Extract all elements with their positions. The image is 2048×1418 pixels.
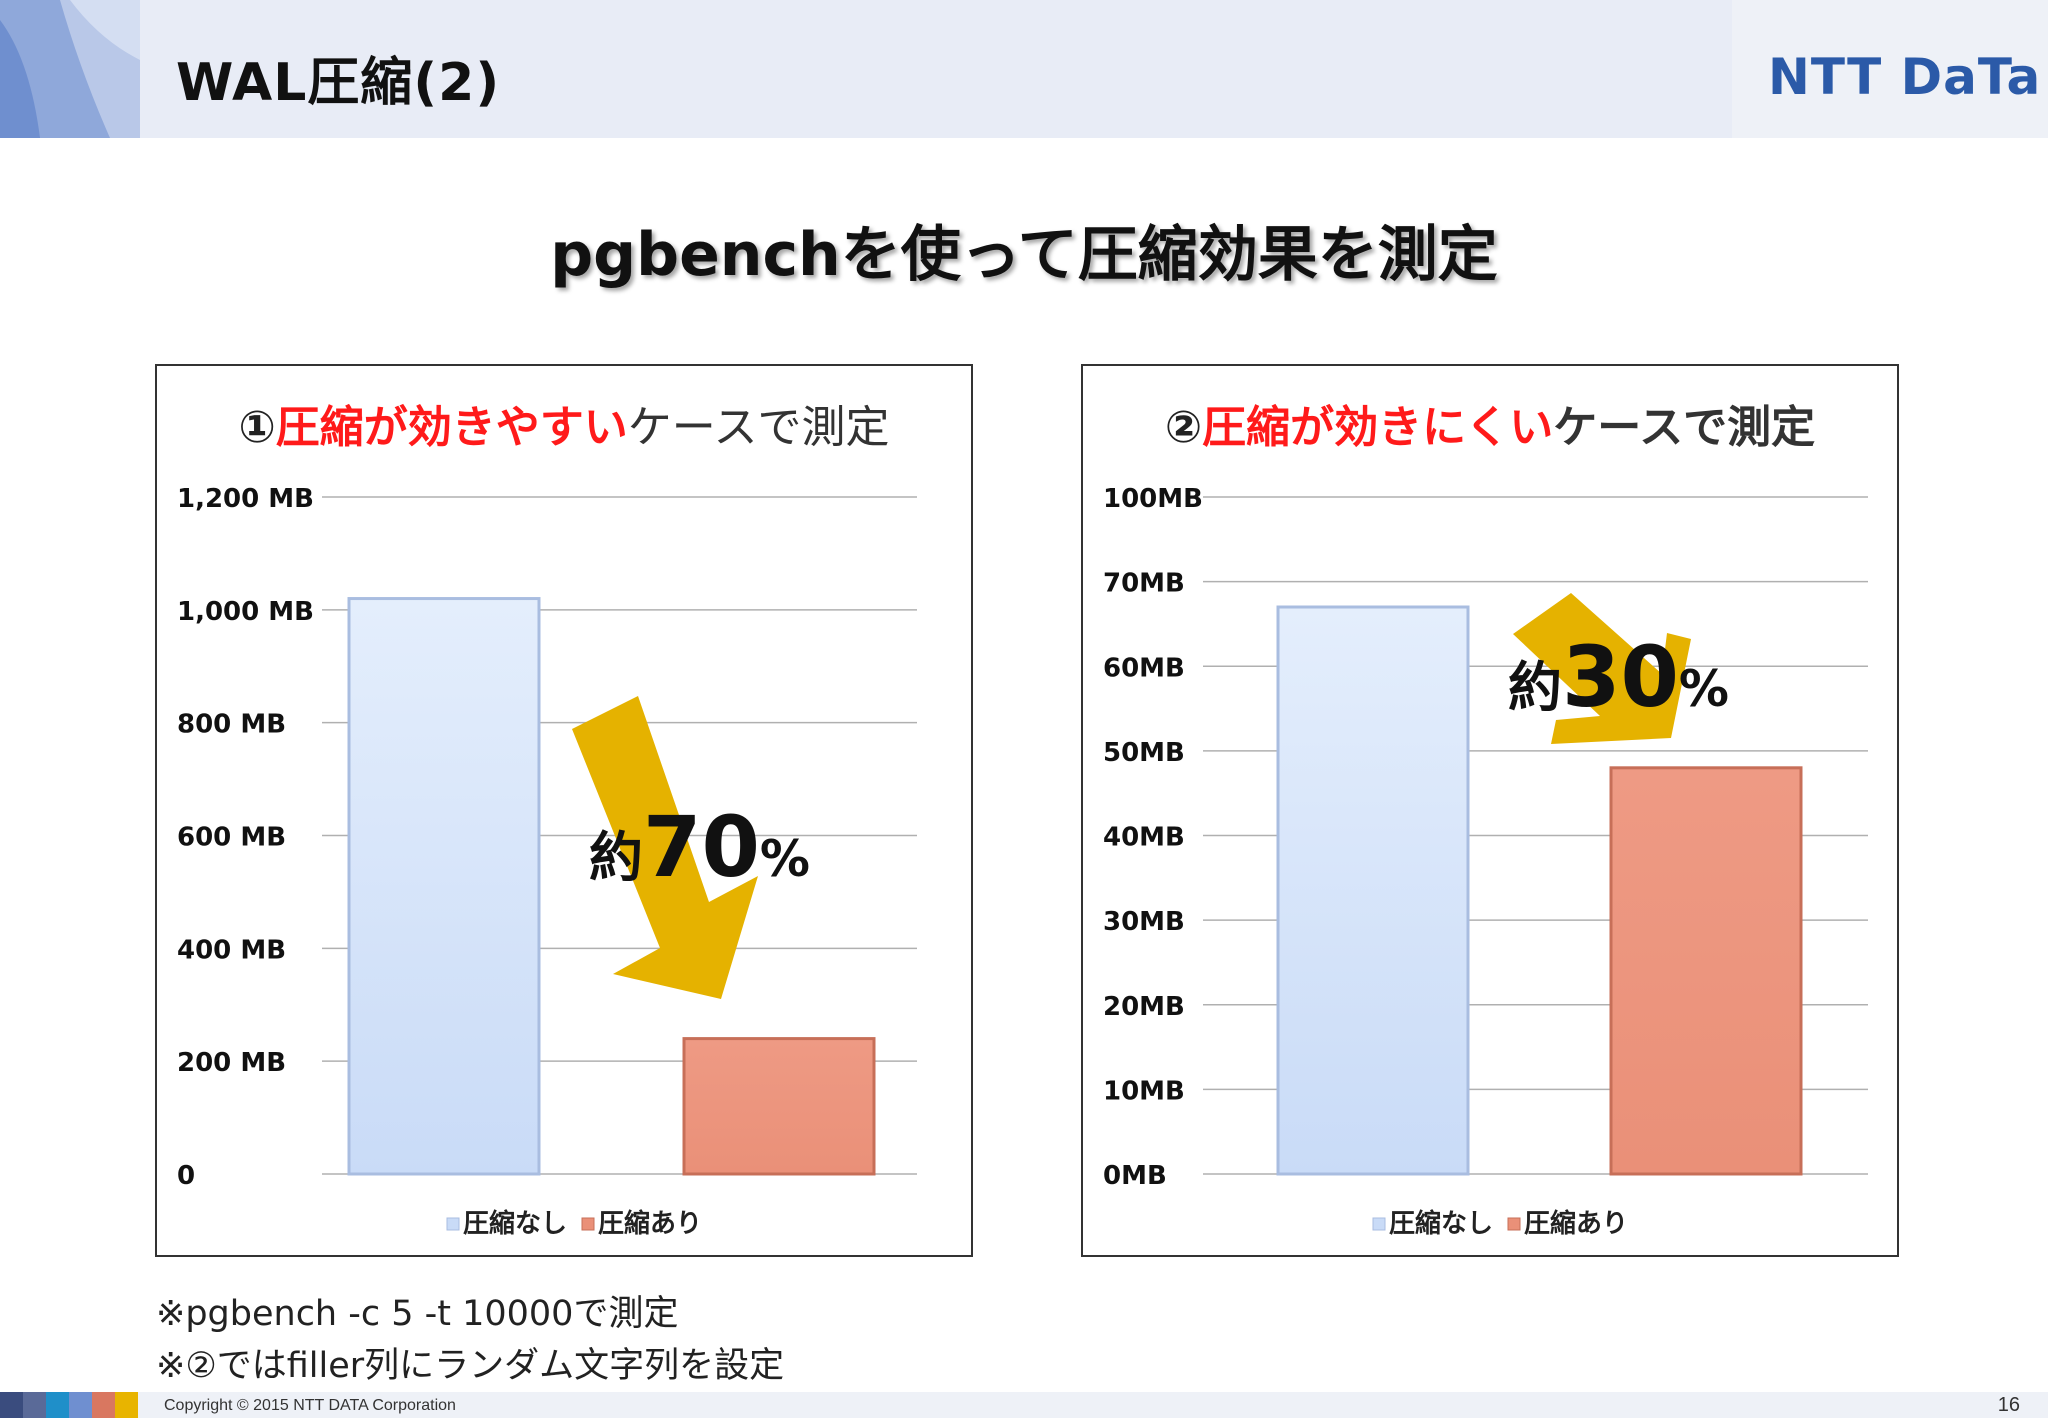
chart-panel-2: ②圧縮が効きにくいケースで測定 0MB 10MB 20MB 30MB 40MB 50MB 60… [1081, 364, 1899, 1257]
y-tick-label: 1,000 MB [177, 597, 314, 627]
y-tick-label: 200 MB [177, 1048, 286, 1078]
footer-strip-block-6 [115, 1392, 138, 1418]
y-tick-label: 100MB [1103, 484, 1203, 514]
footer-strip-block-1 [0, 1392, 23, 1418]
header-bar [0, 0, 2048, 138]
note-line-1: ※pgbench -c 5 -t 10000で測定 [156, 1294, 679, 1334]
footer-strip-block-3 [46, 1392, 69, 1418]
slide-title: WAL圧縮(2) [176, 53, 501, 113]
copyright: Copyright © 2015 NTT DATA Corporation [164, 1397, 456, 1414]
legend-label: 圧縮あり [1524, 1208, 1628, 1239]
footer-strip-block-4 [69, 1392, 92, 1418]
corner-graphic-icon [0, 0, 140, 138]
legend-swatch [446, 1217, 460, 1231]
chart-2: ②圧縮が効きにくいケースで測定 0MB 10MB 20MB 30MB 40MB 50MB 60… [1103, 402, 1868, 1239]
legend-label: 圧縮なし [463, 1208, 567, 1239]
reduction-annotation: 約70% [589, 798, 810, 896]
y-tick-label: 40MB [1103, 823, 1185, 853]
legend-label: 圧縮なし [1389, 1208, 1493, 1239]
y-tick-label: 30MB [1103, 907, 1185, 937]
y-tick-label: 1,200 MB [177, 484, 314, 514]
y-tick-label: 20MB [1103, 992, 1185, 1022]
legend-swatch [1372, 1217, 1386, 1231]
y-tick-label: 600 MB [177, 823, 286, 853]
chart-1-title: ①圧縮が効きやすいケースで測定 [238, 402, 889, 453]
footer-strip-block-5 [92, 1392, 115, 1418]
y-tick-label: 0 [177, 1161, 195, 1191]
y-tick-label: 50MB [1103, 738, 1185, 768]
legend-swatch [581, 1217, 595, 1231]
footer-bar [0, 1392, 2048, 1418]
legend-label: 圧縮あり [598, 1208, 702, 1239]
y-tick-label: 800 MB [177, 710, 286, 740]
note-line-2: ※②ではfiller列にランダム文字列を設定 [156, 1346, 785, 1386]
reduction-annotation: 約30% [1508, 628, 1729, 726]
bar-uncompressed [347, 597, 541, 1176]
legend-swatch [1507, 1217, 1521, 1231]
bar-compressed [682, 1037, 876, 1176]
bar-compressed [1609, 766, 1803, 1176]
page-number: 16 [1997, 1394, 2020, 1416]
bar-uncompressed [1276, 605, 1470, 1176]
brand-logo: NTT DaTa [1768, 48, 2042, 106]
chart-1: ①圧縮が効きやすいケースで測定 0 200 MB 400 MB 600 MB 800 MB… [177, 402, 917, 1239]
header-logo-panel [1732, 0, 2048, 138]
y-tick-label: 400 MB [177, 935, 286, 965]
y-tick-label: 70MB [1103, 569, 1185, 599]
y-tick-label: 10MB [1103, 1076, 1185, 1106]
footer-strip-block-2 [23, 1392, 46, 1418]
y-tick-label: 60MB [1103, 653, 1185, 683]
reduction-arrow-icon [572, 696, 758, 999]
footer-color-strip [0, 1392, 138, 1418]
chart-panel-1: ①圧縮が効きやすいケースで測定 0 200 MB 400 MB 600 MB 800 MB… [155, 364, 973, 1257]
reduction-arrow-icon [1513, 593, 1691, 744]
main-heading: pgbenchを使って圧縮効果を測定 [550, 220, 1498, 290]
chart-2-title: ②圧縮が効きにくいケースで測定 [1165, 402, 1815, 453]
chart-2-legend: 圧縮なし 圧縮あり [1372, 1208, 1628, 1239]
chart-1-legend: 圧縮なし 圧縮あり [446, 1208, 702, 1239]
y-tick-label: 0MB [1103, 1161, 1167, 1191]
